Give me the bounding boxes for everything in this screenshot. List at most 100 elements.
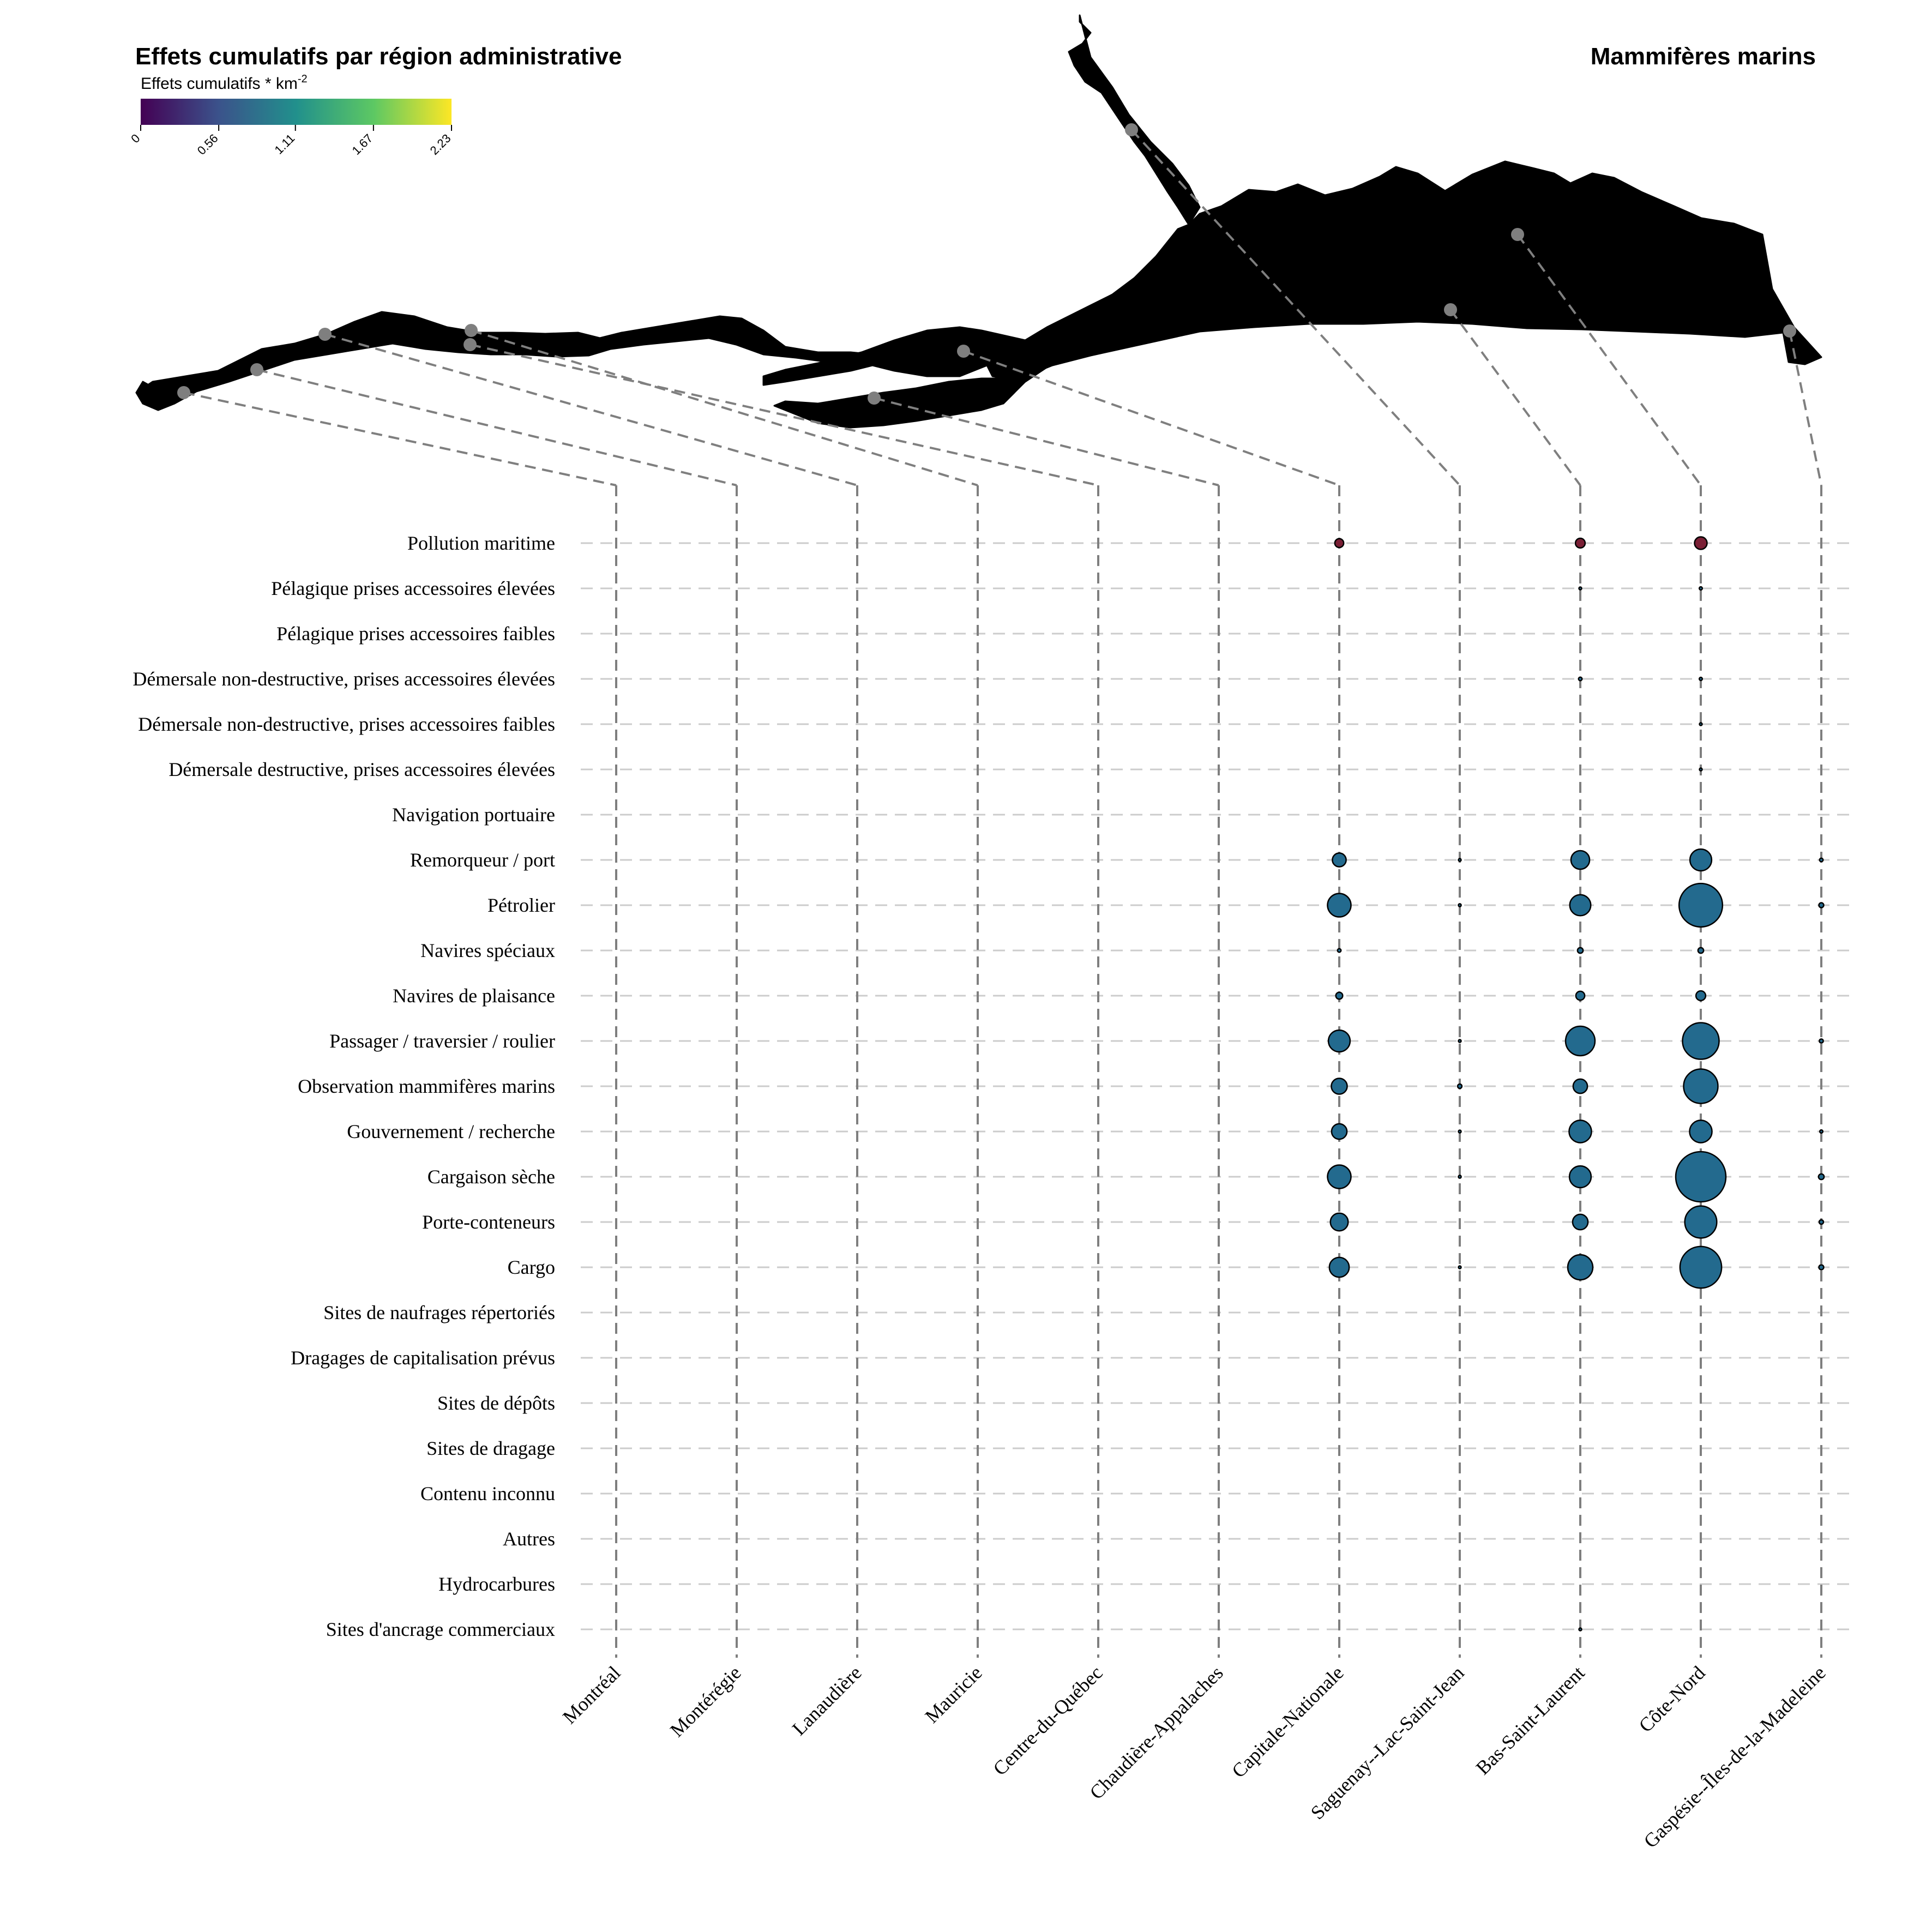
- map-connector: [963, 350, 1340, 486]
- row-label: Démersale non-destructive, prises access…: [133, 668, 555, 690]
- map-region-chaudiere-appalaches: [773, 375, 1026, 429]
- bubble: [1458, 1175, 1462, 1179]
- bubble: [1337, 948, 1342, 953]
- map-connector: [470, 344, 1099, 486]
- row-label: Navigation portuaire: [392, 804, 555, 826]
- row-label: Navires spéciaux: [420, 940, 555, 961]
- row-label: Sites de naufrages répertoriés: [323, 1302, 555, 1323]
- map-region-centre-du-quebec: [762, 326, 1026, 386]
- map-connector: [1130, 129, 1461, 486]
- legend-colorbar: [141, 99, 452, 125]
- bubble: [1698, 586, 1704, 591]
- legend-tick-label: 0.56: [195, 131, 221, 158]
- column-label: Côte-Nord: [1635, 1662, 1710, 1736]
- bubble: [1331, 1078, 1348, 1095]
- bubble: [1335, 991, 1344, 1000]
- color-legend: Effets cumulatifs * km-2 0 0.56 1.11 1.67 2.…: [128, 73, 453, 158]
- bubble: [1568, 1120, 1592, 1143]
- map-connector: [183, 392, 617, 486]
- column-label: Capitale-Nationale: [1227, 1662, 1348, 1782]
- bubble: [1567, 1254, 1594, 1281]
- column-label: Bas-Saint-Laurent: [1472, 1662, 1589, 1779]
- bubble: [1574, 537, 1586, 549]
- row-label: Gouvernement / recherche: [347, 1121, 555, 1142]
- row-label: Navires de plaisance: [393, 985, 555, 1007]
- map-region-saguenay: [1068, 14, 1201, 226]
- column-label: Montréal: [558, 1662, 625, 1728]
- bubble: [1332, 852, 1347, 868]
- row-label: Sites d'ancrage commerciaux: [326, 1618, 555, 1640]
- bubble: [1458, 1265, 1462, 1269]
- row-label: Dragages de capitalisation prévus: [291, 1347, 555, 1369]
- row-label: Autres: [503, 1528, 555, 1550]
- map-region-capitale-nationale: [986, 224, 1213, 383]
- bubble: [1458, 903, 1462, 907]
- bubble: [1683, 1068, 1719, 1104]
- bubble: [1682, 1022, 1720, 1060]
- bubble: [1334, 538, 1345, 549]
- bubble: [1689, 1120, 1713, 1143]
- map-connector: [256, 369, 737, 486]
- row-label: Cargo: [508, 1256, 555, 1278]
- column-gridlines: [615, 485, 1822, 1658]
- column-label: Chaudière-Appalaches: [1086, 1662, 1227, 1803]
- bubble: [1578, 586, 1582, 591]
- legend-title: Effets cumulatifs * km-2: [141, 73, 308, 93]
- bubble: [1458, 1039, 1462, 1043]
- bubble: [1675, 1151, 1727, 1203]
- bubble: [1578, 1627, 1582, 1632]
- column-label: Montérégie: [666, 1662, 745, 1741]
- row-label: Porte-conteneurs: [422, 1211, 555, 1233]
- row-label: Passager / traversier / roulier: [329, 1030, 555, 1052]
- legend-tick-label: 2.23: [428, 131, 454, 158]
- bubble: [1327, 1029, 1351, 1053]
- column-label: Mauricie: [920, 1662, 986, 1727]
- bubble: [1698, 676, 1704, 682]
- legend-ticks: 0 0.56 1.11 1.67 2.23: [128, 125, 454, 158]
- bubble: [1327, 893, 1352, 918]
- row-label: Pétrolier: [487, 894, 555, 916]
- row-label: Contenu inconnu: [420, 1483, 555, 1504]
- bubble: [1575, 990, 1586, 1001]
- map-region-mauricie: [599, 315, 874, 363]
- row-label: Remorqueur / port: [410, 849, 555, 871]
- bubble: [1694, 536, 1708, 550]
- row-label: Pélagique prises accessoires faibles: [276, 623, 555, 645]
- bubble: [1678, 882, 1724, 928]
- bubble: [1679, 1245, 1723, 1289]
- chart-subtitle: Mammifères marins: [1591, 43, 1816, 70]
- column-label: Lanaudière: [788, 1662, 866, 1740]
- bubble: [1570, 850, 1591, 870]
- bubble: [1818, 902, 1825, 908]
- bubble: [1329, 1212, 1349, 1232]
- bubble: [1699, 767, 1703, 772]
- row-label: Pollution maritime: [407, 532, 555, 554]
- row-label: Démersale destructive, prises accessoire…: [168, 759, 555, 780]
- bubble: [1819, 1038, 1824, 1044]
- map-connector: [324, 333, 858, 486]
- legend-tick-label: 0: [128, 131, 142, 146]
- bubble: [1695, 990, 1707, 1002]
- bubble: [1697, 947, 1705, 954]
- bubble: [1819, 857, 1824, 863]
- row-label: Sites de dragage: [426, 1437, 555, 1459]
- region-map: [135, 14, 1822, 429]
- bubble: [1689, 848, 1713, 872]
- bubble: [1569, 894, 1592, 917]
- map-connector: [471, 329, 978, 486]
- bubble: [1456, 1083, 1463, 1090]
- column-labels: Montréal Montérégie Lanaudière Mauricie Cent…: [558, 1662, 1830, 1852]
- map-to-column-connectors: [183, 129, 1822, 486]
- map-connector: [874, 397, 1219, 486]
- bubble: [1572, 1078, 1588, 1094]
- legend-tick-label: 1.67: [349, 131, 375, 158]
- chart-title: Effets cumulatifs par région administrat…: [135, 43, 622, 70]
- bubbles: [1327, 536, 1825, 1632]
- row-label: Cargaison sèche: [428, 1166, 555, 1188]
- bubble: [1699, 722, 1703, 726]
- bubble: [1327, 1164, 1352, 1189]
- row-label: Hydrocarbures: [438, 1573, 555, 1595]
- bubble: [1458, 1129, 1462, 1134]
- bubble: [1328, 1256, 1350, 1278]
